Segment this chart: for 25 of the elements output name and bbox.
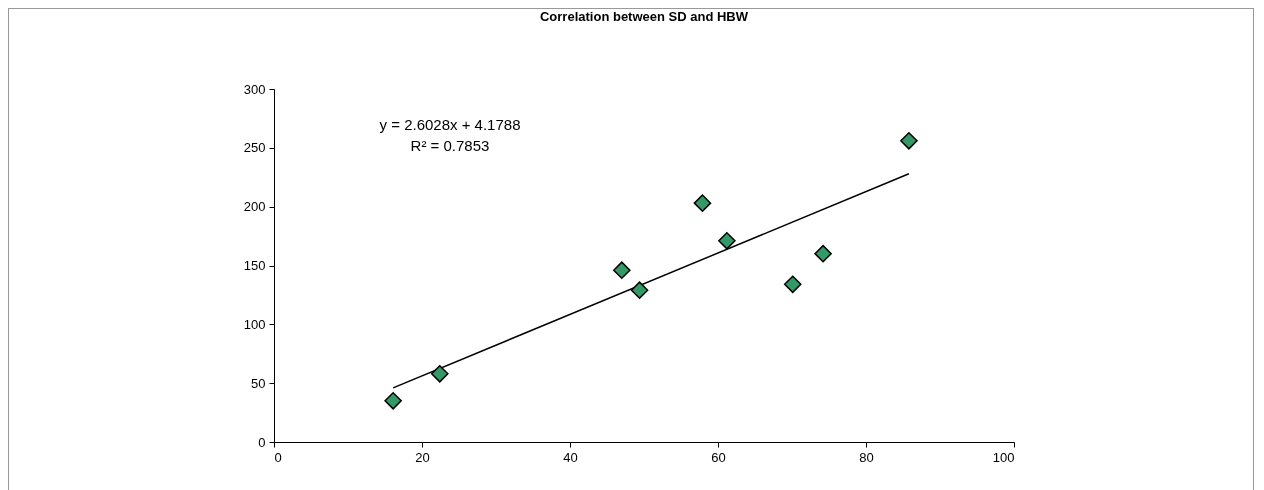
y-tick-label: 150: [243, 258, 266, 273]
x-tick-label: 60: [711, 449, 726, 465]
x-tick-label: 100: [992, 449, 1015, 465]
y-tick-label: 250: [243, 140, 266, 156]
annotation: R² = 0.7853: [410, 137, 490, 154]
point: [718, 231, 736, 250]
x-tick-label: 0: [274, 449, 282, 465]
point: [783, 275, 802, 294]
point: [612, 261, 631, 280]
x-tick-label: 20: [415, 449, 430, 465]
y-tick-label: 200: [243, 199, 266, 215]
y-tick-label: 0: [258, 434, 266, 450]
y-tick-label: 300: [243, 81, 266, 97]
x-tick-label: 80: [859, 449, 874, 465]
x-tick-label: 40: [563, 449, 578, 465]
point: [814, 244, 832, 263]
point: [384, 392, 402, 410]
annotation: y = 2.6028x + 4.1788: [379, 116, 521, 133]
chart-title: Correlation between SD and HBW: [539, 9, 749, 24]
y-tick-label: 100: [243, 316, 266, 332]
point: [630, 281, 649, 300]
point: [900, 131, 918, 150]
point: [430, 364, 449, 383]
y-tick-label: 50: [251, 375, 266, 391]
point: [693, 194, 712, 212]
